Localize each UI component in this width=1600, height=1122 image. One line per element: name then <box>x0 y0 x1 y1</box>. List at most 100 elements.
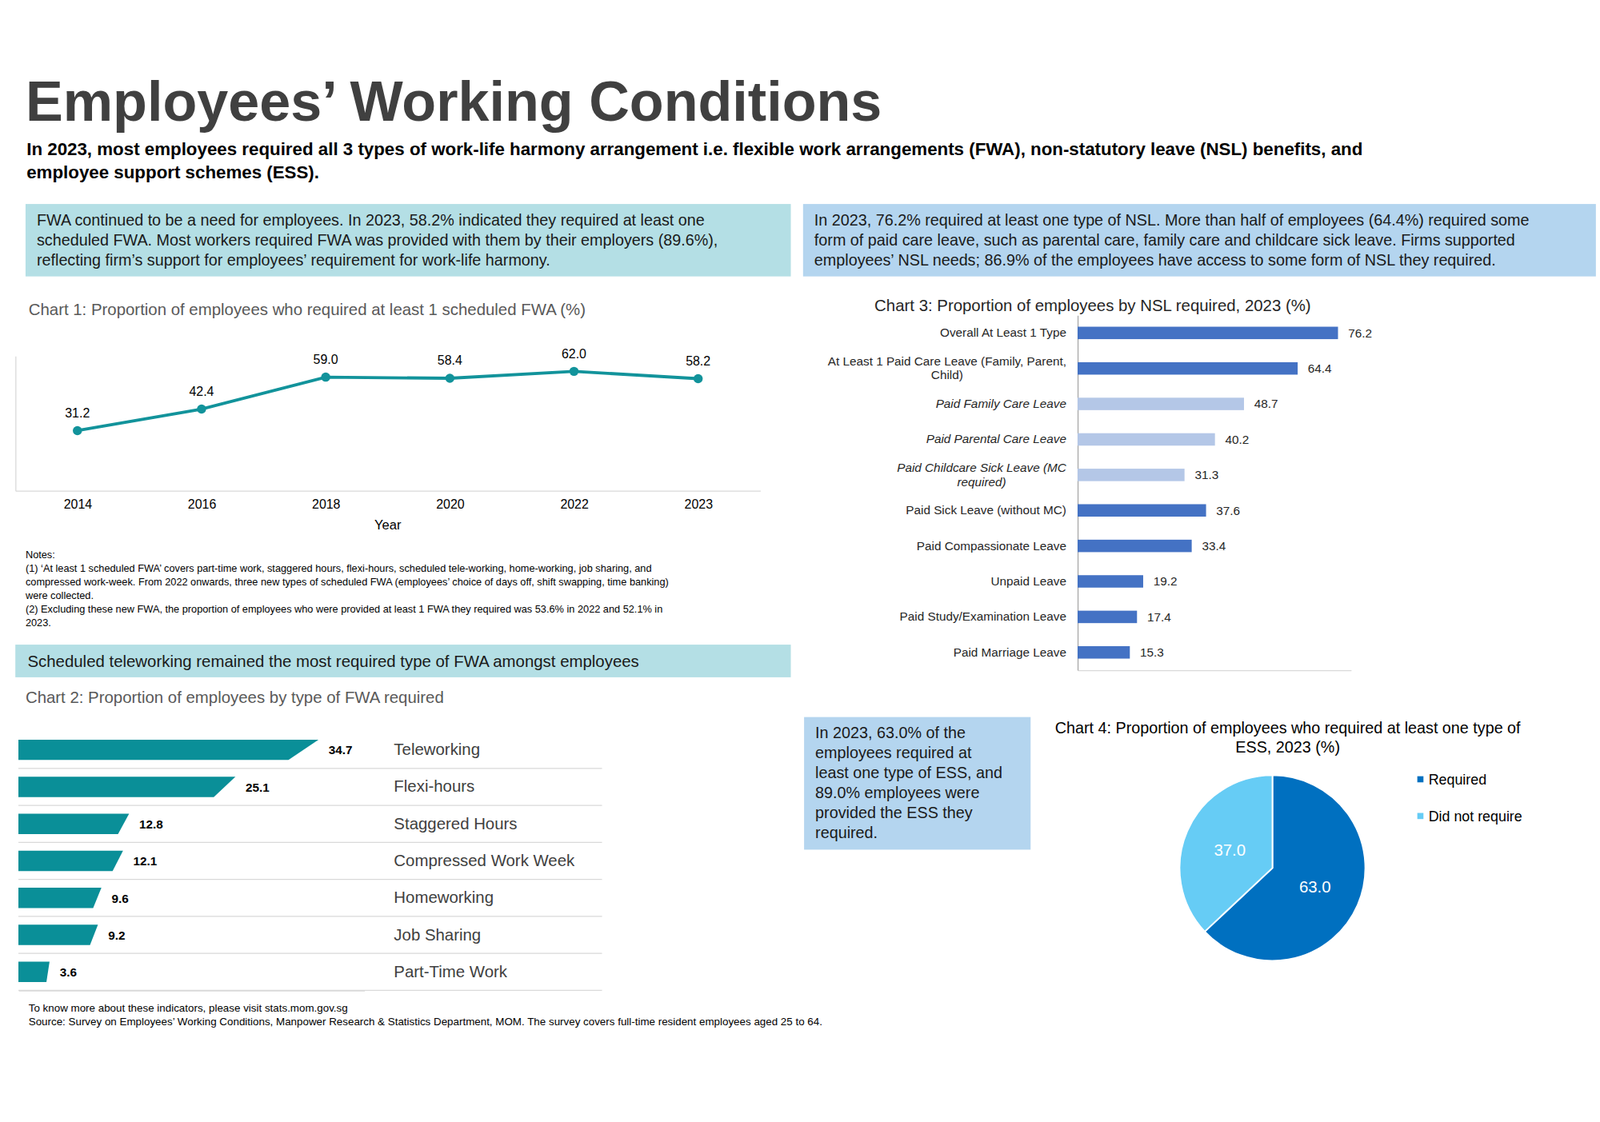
bar <box>1077 611 1137 624</box>
chart-title-line: Chart 4: Proportion of employees who req… <box>1055 719 1521 737</box>
pie: 63.037.0 <box>1179 775 1365 961</box>
x-axis-tick-label: 2014 <box>64 497 93 512</box>
tick-label-line: At Least 1 Paid Care Leave (Family, Pare… <box>828 354 1067 368</box>
point <box>445 373 455 383</box>
x-axis-tick: 2016 <box>188 490 217 512</box>
legend-label: Required <box>1428 772 1487 788</box>
x-axis-tick: 2018 <box>312 490 341 512</box>
point <box>320 372 330 382</box>
point <box>693 374 703 384</box>
y-axis-tick: Overall At Least 1 Type <box>940 325 1078 340</box>
chart-title: Chart 3: Proportion of employees by NSL … <box>874 296 1312 315</box>
bar <box>18 888 102 908</box>
y-axis-line <box>15 356 16 492</box>
data-label: 58.2 <box>685 354 711 368</box>
y-axis-tick: Paid Study/Examination Leave <box>900 609 1078 624</box>
tick-label-line: Paid Childcare Sick Leave (MC <box>896 460 1068 475</box>
chart-4: Chart 4: Proportion of employees who req… <box>1055 719 1523 961</box>
y-axis-tick: Paid Family Care Leave <box>936 396 1078 411</box>
data-label: 58.4 <box>437 353 463 368</box>
chart-title-line: Chart 1: Proportion of employees who req… <box>28 300 586 319</box>
box-text-line: FWA continued to be a need for employees… <box>36 211 705 229</box>
bar <box>1077 504 1207 517</box>
y-axis-tick: Staggered Hours <box>393 815 517 833</box>
data-label: 31.3 <box>1194 468 1219 482</box>
tick-label-line: required) <box>956 475 1006 489</box>
x-axis-line <box>19 990 365 992</box>
row-separator <box>18 990 603 992</box>
row-separator <box>18 916 603 917</box>
text-box <box>803 204 1596 277</box>
text-box <box>25 204 792 277</box>
data-label: 9.6 <box>112 892 129 906</box>
y-axis-tick-label: Paid Compassionate Leave <box>916 539 1067 553</box>
box-text: Scheduled teleworking remained the most … <box>27 652 639 671</box>
box-text-line: In 2023, 63.0% of the <box>815 724 966 742</box>
y-axis-tick-label: Overall At Least 1 Type <box>940 325 1067 340</box>
bar <box>1077 646 1130 660</box>
footer: To know more about these indicators, ple… <box>28 1002 823 1028</box>
plot-area <box>18 740 319 983</box>
data-label: 59.0 <box>313 352 339 367</box>
box-text-line: employees’ NSL needs; 86.9% of the emplo… <box>814 251 1496 269</box>
box-text-line: Scheduled teleworking remained the most … <box>27 652 639 671</box>
bar <box>1077 397 1244 411</box>
y-axis-tick-label: Job Sharing <box>393 926 481 944</box>
box-text-line: required. <box>815 824 878 842</box>
x-axis: 201420162018202020222023 <box>16 490 761 512</box>
data-label: 9.2 <box>108 928 125 943</box>
point <box>196 404 206 414</box>
y-axis-tick: Teleworking <box>393 740 480 759</box>
chart-1: Chart 1: Proportion of employees who req… <box>16 300 761 533</box>
notes: Notes:(1) ‘At least 1 scheduled FWA’ cov… <box>24 548 669 629</box>
point <box>72 426 82 436</box>
slice <box>1179 775 1272 932</box>
tick-label-line: Child) <box>931 368 964 382</box>
notes-line: Notes: <box>25 548 56 561</box>
x-axis-tick: 2022 <box>560 490 589 512</box>
text-box <box>15 644 791 678</box>
chart-title-line: Chart 2: Proportion of employees by type… <box>25 688 444 707</box>
x-axis-tick-label: 2020 <box>436 497 465 512</box>
bar <box>18 813 129 834</box>
x-axis-line <box>16 490 761 492</box>
x-axis-title: Year <box>374 517 402 533</box>
footer-line: Source: Survey on Employees’ Working Con… <box>28 1016 823 1028</box>
y-axis-tick-label: Paid Childcare Sick Leave (MCrequired) <box>896 460 1068 489</box>
box-text-line: form of paid care leave, such as parenta… <box>814 231 1516 249</box>
box-text-line: scheduled FWA. Most workers required FWA… <box>36 231 718 249</box>
notes-line: (1) ‘At least 1 scheduled FWA’ covers pa… <box>25 562 652 575</box>
point <box>569 367 579 376</box>
data-label: 12.8 <box>139 817 164 832</box>
background <box>0 0 1600 1122</box>
y-axis: Overall At Least 1 Type At Least 1 Paid C… <box>828 316 1079 672</box>
page-subtitle-line: employee support schemes (ESS). <box>26 162 320 183</box>
y-axis-tick-label: At Least 1 Paid Care Leave (Family, Pare… <box>828 354 1067 383</box>
data-label: 25.1 <box>245 780 270 795</box>
box-text-line: least one type of ESS, and <box>815 764 1003 782</box>
notes-line: 2023. <box>25 616 52 629</box>
chart-title: Chart 1: Proportion of employees who req… <box>28 300 586 319</box>
page-subtitle-line: In 2023, most employees required all 3 t… <box>26 139 1363 160</box>
y-axis-tick: Homeworking <box>393 888 494 907</box>
data-label: 15.3 <box>1140 645 1164 660</box>
chart-title-line: Chart 3: Proportion of employees by NSL … <box>874 296 1312 315</box>
data-label: 31.2 <box>64 406 90 420</box>
bar <box>1077 433 1216 447</box>
plot-area <box>72 367 703 436</box>
page-title: Employees’ Working Conditions <box>25 69 882 133</box>
bar <box>1077 575 1144 588</box>
page-title-line: Employees’ Working Conditions <box>25 69 882 133</box>
text-box <box>804 717 1031 851</box>
legend: RequiredDid not require <box>1417 772 1523 825</box>
row-separator <box>18 804 603 806</box>
page: Employees’ Working Conditions In 2023, mo… <box>0 0 1600 1122</box>
y-axis-tick-label: Paid Sick Leave (without MC) <box>905 503 1067 517</box>
y-axis-tick: Paid Parental Care Leave <box>926 432 1078 446</box>
footer-line: To know more about these indicators, ple… <box>28 1002 348 1015</box>
row-separator <box>18 953 603 955</box>
y-axis-tick: Paid Marriage Leave <box>953 645 1078 660</box>
bar <box>1077 468 1185 482</box>
x-axis-tick-label: 2016 <box>188 497 217 512</box>
plot-area <box>1077 327 1339 660</box>
